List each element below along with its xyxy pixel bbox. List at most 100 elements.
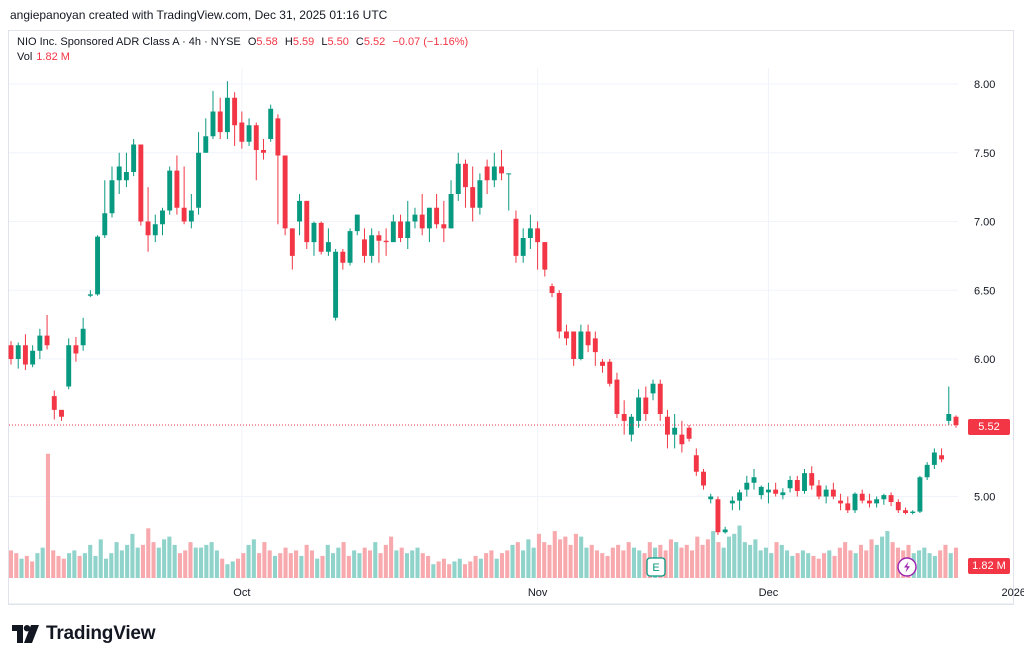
- volume-label: Vol: [17, 51, 33, 63]
- volume-bar: [917, 550, 922, 578]
- candle-body: [15, 345, 21, 359]
- candle: [8, 341, 14, 365]
- volume-bar: [35, 553, 40, 578]
- candle: [87, 290, 93, 298]
- candle-body: [859, 493, 865, 501]
- candle: [116, 152, 122, 194]
- volume-bar: [721, 547, 726, 578]
- candle-body: [102, 213, 108, 236]
- candle: [181, 166, 187, 225]
- low-value: 5.50: [327, 36, 349, 48]
- volume-bar: [167, 536, 172, 578]
- lightning-icon[interactable]: [897, 557, 917, 577]
- candle: [304, 200, 310, 249]
- volume-bar: [811, 555, 816, 578]
- volume-bar: [732, 533, 737, 578]
- candle: [80, 317, 86, 351]
- candle-body: [246, 125, 252, 142]
- candle-body: [910, 511, 916, 513]
- volume-bar: [56, 555, 61, 578]
- volume-bar: [19, 558, 24, 578]
- candle: [628, 414, 634, 442]
- volume-bar: [674, 542, 679, 578]
- volume-bar: [494, 558, 499, 578]
- volume-bar: [14, 553, 19, 578]
- candle-body: [37, 335, 43, 351]
- brand[interactable]: TradingView: [12, 623, 156, 645]
- candle: [167, 166, 173, 215]
- candle-body: [318, 222, 324, 252]
- symbol-label[interactable]: NIO Inc. Sponsored ADR Class A · 4h · NY…: [17, 36, 241, 48]
- candle-body: [881, 495, 887, 500]
- candle-body: [888, 495, 894, 502]
- volume-bar: [853, 553, 858, 578]
- volume-bar: [864, 550, 869, 578]
- volume-bar: [267, 550, 272, 578]
- candle-body: [59, 409, 64, 417]
- volume-bar: [288, 553, 293, 578]
- candle-body: [506, 173, 512, 175]
- candle-body: [773, 489, 779, 494]
- volume-bar: [953, 547, 959, 578]
- volume-bar: [605, 555, 610, 578]
- candle: [737, 489, 743, 511]
- volume-bar: [278, 553, 283, 578]
- volume-bar: [330, 553, 336, 578]
- volume-bar: [515, 542, 520, 578]
- candle-body: [51, 396, 57, 410]
- candle-body: [131, 144, 137, 172]
- volume-bar: [579, 536, 584, 578]
- candle-body: [802, 473, 807, 491]
- candle: [217, 97, 223, 139]
- high-label: H: [284, 36, 293, 48]
- candle-body: [239, 122, 245, 142]
- candle: [188, 194, 194, 229]
- candle: [347, 228, 353, 266]
- candle: [903, 507, 908, 515]
- candle: [917, 475, 923, 513]
- candle: [152, 214, 158, 243]
- candle-body: [520, 238, 526, 256]
- candle: [787, 475, 793, 493]
- candle: [881, 493, 887, 505]
- volume-bar: [505, 550, 510, 578]
- volume-bar: [426, 555, 431, 578]
- candle: [953, 415, 959, 428]
- volume-bar: [689, 550, 695, 578]
- volume-bar: [932, 555, 937, 578]
- volume-bar: [67, 553, 72, 578]
- volume-bar: [204, 544, 209, 578]
- candle: [73, 337, 79, 362]
- candle: [650, 379, 656, 401]
- candle-body: [664, 416, 670, 435]
- volume-bar: [531, 547, 536, 578]
- candle: [30, 345, 36, 368]
- candle: [686, 425, 692, 442]
- volume-bar: [795, 553, 800, 578]
- candle: [600, 359, 605, 373]
- candle-body: [325, 242, 331, 252]
- candle: [477, 173, 483, 215]
- candle: [246, 118, 252, 146]
- earnings-marker[interactable]: E: [646, 557, 666, 577]
- volume-bar: [563, 536, 568, 578]
- candle-body: [643, 397, 649, 414]
- candle-body: [628, 416, 634, 435]
- candle-body: [282, 155, 288, 229]
- candle-body: [946, 414, 952, 421]
- volume-bar: [130, 533, 135, 578]
- volume-bar: [394, 550, 399, 578]
- volume-tag: 1.82 M: [968, 558, 1010, 574]
- grid-layer: [9, 68, 958, 580]
- volume-bar: [246, 544, 251, 578]
- candle: [275, 114, 281, 225]
- volume-bar: [51, 550, 56, 578]
- volume-bar: [8, 550, 14, 578]
- volume-bar: [790, 555, 795, 578]
- candle: [859, 489, 865, 504]
- candle: [325, 228, 331, 256]
- volume-bar: [457, 558, 462, 578]
- candle-body: [585, 331, 591, 346]
- volume-bar: [389, 536, 394, 578]
